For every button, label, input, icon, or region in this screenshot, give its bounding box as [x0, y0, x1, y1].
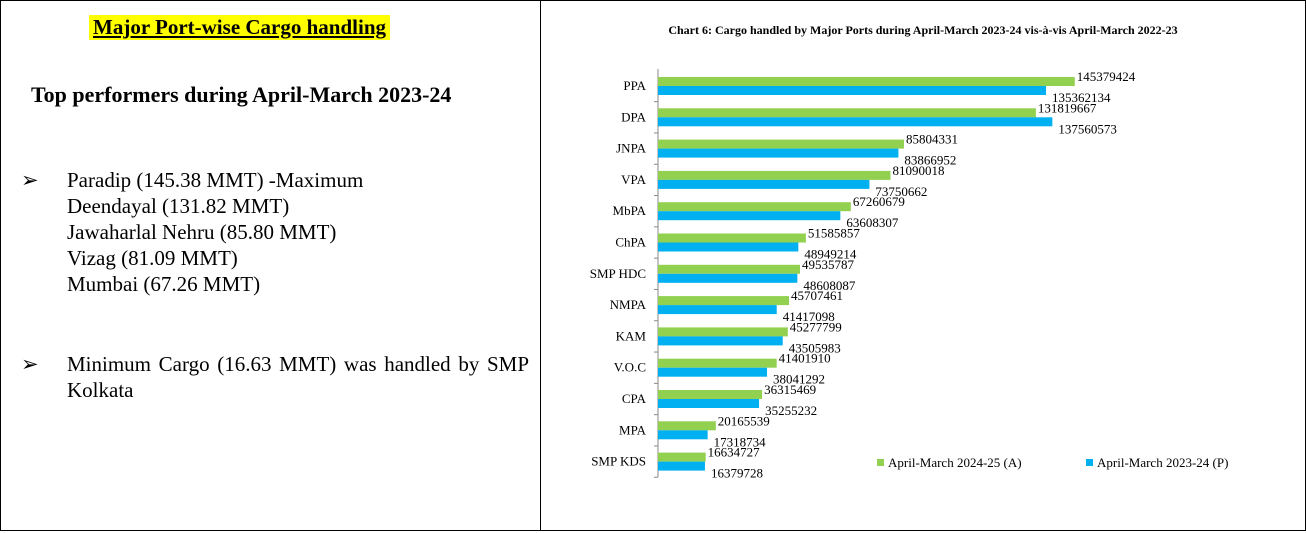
bar [658, 77, 1075, 86]
bar [658, 336, 783, 346]
category-label: MPA [619, 422, 647, 437]
bar [658, 108, 1036, 118]
value-label: 73750662 [875, 184, 927, 199]
bar [658, 139, 904, 149]
value-label: 20165539 [718, 413, 770, 428]
bullet-line: Jawaharlal Nehru (85.80 MMT) [67, 220, 337, 244]
chart-panel: Chart 6: Cargo handled by Major Ports du… [540, 0, 1306, 531]
legend-swatch [1086, 459, 1093, 466]
category-label: DPA [621, 109, 646, 124]
value-label: 38041292 [773, 372, 825, 387]
value-label: 45707461 [791, 288, 843, 303]
bar [658, 117, 1053, 127]
value-label: 48608087 [803, 278, 856, 293]
bar [658, 358, 777, 368]
bullet-marker: ➢ [21, 352, 39, 376]
value-label: 63608307 [846, 215, 899, 230]
bar [658, 430, 708, 440]
bar [658, 170, 891, 180]
value-label: 85804331 [906, 132, 958, 147]
category-label: CPA [622, 391, 647, 406]
value-label: 145379424 [1077, 69, 1136, 84]
value-label: 17318734 [714, 434, 767, 449]
bar [658, 421, 716, 431]
bar [658, 461, 705, 471]
bar [658, 305, 777, 315]
bar [658, 233, 806, 243]
category-label: PPA [623, 78, 646, 93]
bar [658, 452, 706, 462]
bullet-line: Mumbai (67.26 MMT) [67, 272, 261, 296]
value-label: 36315469 [764, 382, 816, 397]
bullet: ➢ Minimum Cargo (16.63 MMT) was handled b… [21, 351, 529, 403]
category-label: SMP KDS [591, 454, 646, 469]
bar [658, 179, 870, 189]
subheading: Top performers during April-March 2023-2… [31, 82, 452, 107]
bar [658, 296, 790, 306]
category-label: MbPA [613, 203, 647, 218]
value-label: 16379728 [711, 466, 763, 481]
value-label: 16634727 [708, 445, 761, 460]
bar [658, 367, 768, 377]
bar [658, 390, 763, 399]
bar [658, 211, 841, 221]
bar [658, 264, 801, 274]
value-label: 43505983 [789, 340, 841, 355]
value-label: 48949214 [804, 247, 857, 262]
value-label: 135362134 [1052, 90, 1111, 105]
category-label: NMPA [610, 297, 647, 312]
chart: Chart 6: Cargo handled by Major Ports du… [590, 23, 1229, 481]
bar [658, 148, 899, 158]
bullet-line: Vizag (81.09 MMT) [67, 246, 238, 270]
category-label: SMP HDC [590, 266, 646, 281]
value-label: 49535787 [802, 257, 855, 272]
value-label: 41401910 [779, 351, 831, 366]
category-label: ChPA [615, 235, 646, 250]
text-panel: Major Port-wise Cargo handling Top perfo… [0, 0, 540, 531]
category-label: V.O.C [614, 360, 646, 375]
value-label: 35255232 [765, 403, 817, 418]
value-label: 137560573 [1058, 121, 1117, 136]
value-label: 51585857 [808, 226, 861, 241]
value-label: 67260679 [853, 194, 905, 209]
bar [658, 202, 851, 212]
legend-label: April-March 2023-24 (P) [1097, 455, 1228, 470]
bar [658, 399, 760, 408]
legend-swatch [877, 459, 884, 466]
value-label: 41417098 [783, 309, 835, 324]
bar [658, 86, 1047, 95]
value-label: 45277799 [790, 319, 842, 334]
value-label: 81090018 [892, 163, 944, 178]
category-label: VPA [621, 172, 646, 187]
bullet-text: Paradip (145.38 MMT) -Maximum Deendayal (… [67, 167, 529, 297]
value-label: 131819667 [1038, 100, 1097, 115]
legend-label: April-March 2024-25 (A) [888, 455, 1022, 470]
bullet-line: Deendayal (131.82 MMT) [67, 194, 290, 218]
bullet-line: Minimum Cargo (16.63 MMT) was handled by… [67, 352, 529, 402]
bullet-line: Paradip (145.38 MMT) -Maximum [67, 168, 364, 192]
bar [658, 242, 799, 252]
chart-title: Chart 6: Cargo handled by Major Ports du… [668, 23, 1177, 37]
heading: Major Port-wise Cargo handling [89, 15, 391, 40]
bullet-marker: ➢ [21, 168, 39, 192]
value-label: 83866952 [904, 153, 956, 168]
category-label: KAM [616, 328, 647, 343]
bar [658, 273, 798, 283]
bullet: ➢ Paradip (145.38 MMT) -Maximum Deendayal … [21, 167, 529, 297]
bar [658, 327, 788, 337]
bullet-text: Minimum Cargo (16.63 MMT) was handled by… [67, 351, 529, 403]
category-label: JNPA [616, 141, 646, 156]
